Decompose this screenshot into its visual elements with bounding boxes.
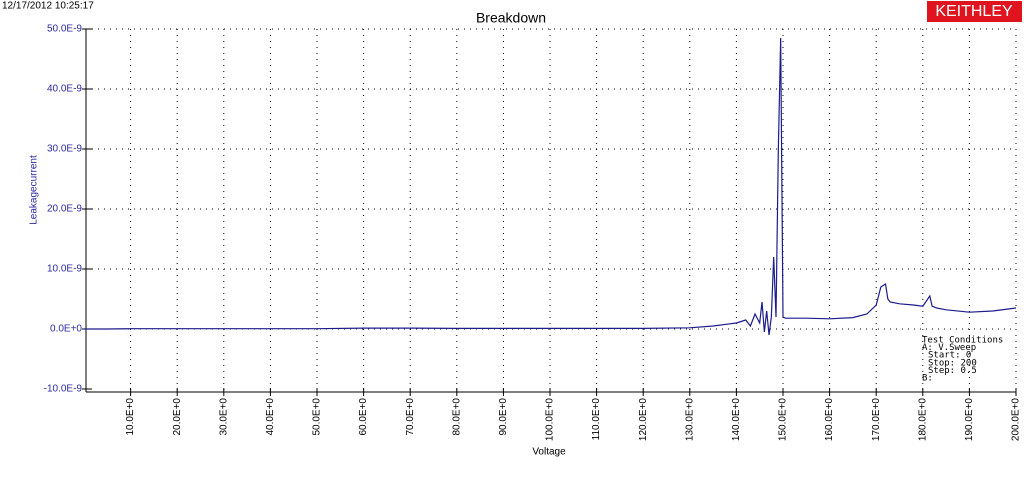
y-axis-label: Leakagecurrent (29, 155, 40, 225)
test-condition: Test Conditions (922, 336, 1003, 346)
x-tick-label: 130.0E+0 (684, 398, 695, 442)
timestamp: 12/17/2012 10:25:17 (2, 1, 94, 12)
test-condition: Start: 0 (928, 351, 971, 361)
x-tick-label: 180.0E+0 (917, 398, 928, 442)
y-tick-label: 0.0E+0 (50, 324, 82, 335)
chart-title: Breakdown (476, 10, 546, 26)
x-tick-label: 170.0E+0 (871, 398, 882, 442)
y-tick-label: 40.0E-9 (47, 84, 82, 95)
x-tick-label: 100.0E+0 (545, 398, 556, 442)
logo-box (927, 1, 1022, 22)
data-line (84, 37, 1017, 336)
x-tick-label: 60.0E+0 (358, 398, 369, 436)
y-tick-label: 50.0E-9 (47, 24, 82, 35)
x-tick-label: 50.0E+0 (312, 398, 323, 436)
x-tick-label: 20.0E+0 (172, 398, 183, 436)
x-tick-label: 140.0E+0 (731, 398, 742, 442)
test-condition: A: V.Sweep (922, 343, 976, 353)
y-tick-label: -10.0E-9 (44, 384, 83, 395)
test-condition: B: (922, 374, 933, 384)
x-tick-label: 190.0E+0 (964, 398, 975, 442)
x-tick-label: 150.0E+0 (778, 398, 789, 442)
x-axis-label: Voltage (532, 447, 566, 458)
x-tick-label: 80.0E+0 (451, 398, 462, 436)
x-tick-label: 110.0E+0 (591, 398, 602, 441)
y-tick-label: 30.0E-9 (47, 144, 82, 155)
x-tick-label: 120.0E+0 (638, 398, 649, 442)
y-tick-label: 10.0E-9 (47, 264, 82, 275)
logo: KEITHLEY (935, 3, 1013, 20)
y-tick-label: 20.0E-9 (47, 204, 82, 215)
x-tick-label: 10.0E+0 (125, 398, 136, 436)
x-tick-label: 40.0E+0 (265, 398, 276, 436)
x-tick-label: 200.0E+0 (1011, 398, 1022, 442)
x-tick-label: 90.0E+0 (498, 398, 509, 436)
x-tick-label: 30.0E+0 (218, 398, 229, 436)
x-tick-label: 70.0E+0 (405, 398, 416, 436)
x-tick-label: 160.0E+0 (824, 398, 835, 442)
test-condition: Stop: 200 (928, 358, 977, 368)
test-condition: Step: 0.5 (928, 366, 977, 376)
